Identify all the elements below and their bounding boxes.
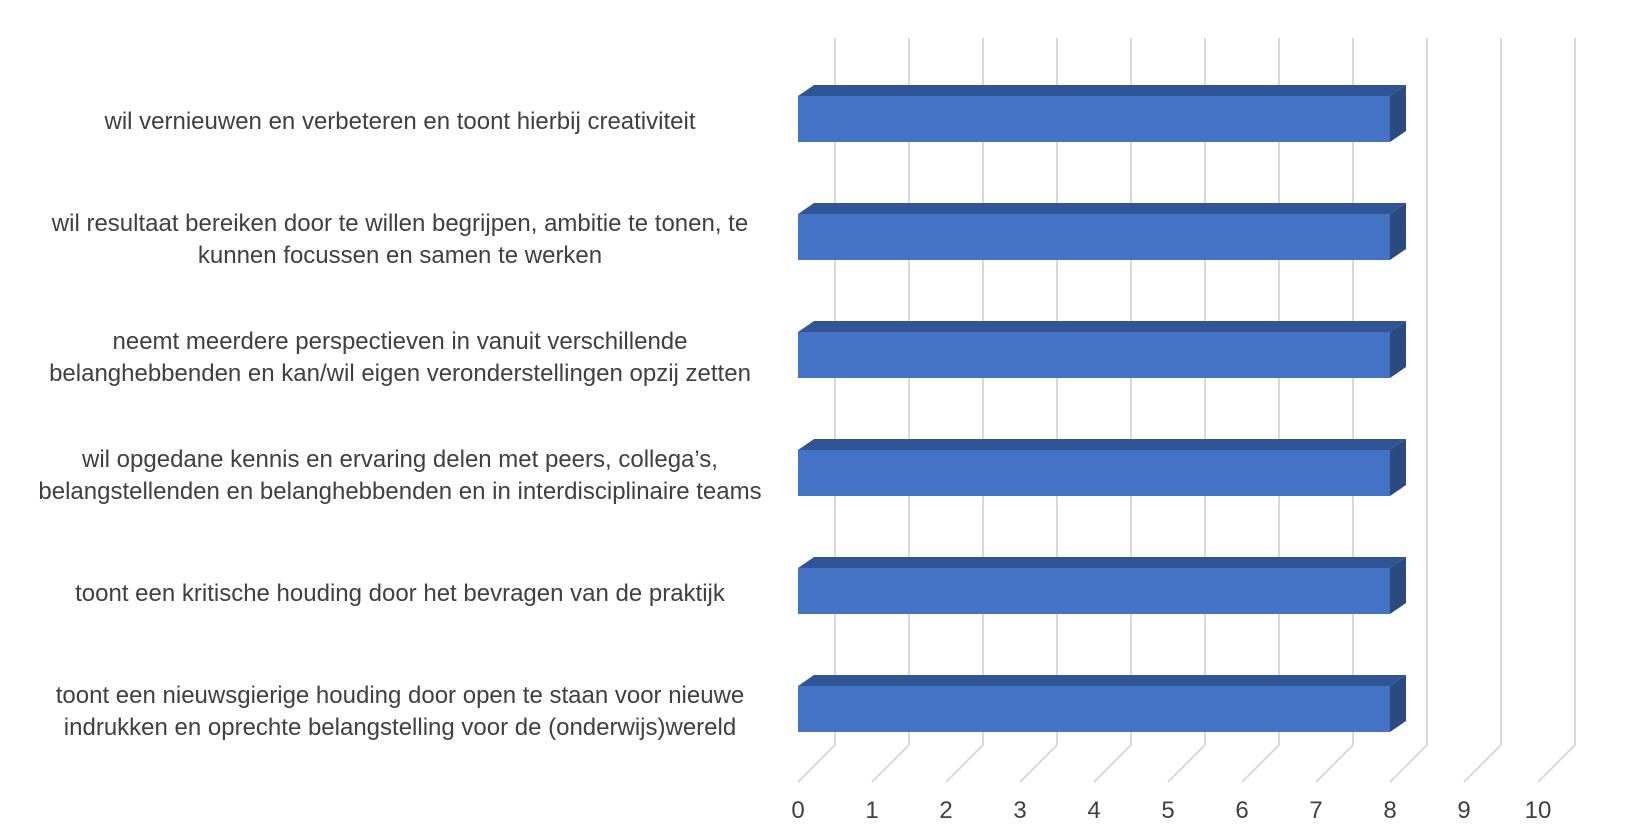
category-label-line: kunnen focussen en samen te werken xyxy=(197,242,603,269)
bar-side-face xyxy=(1390,557,1406,614)
x-tick-label: 4 xyxy=(1087,797,1100,824)
category-label-line: neemt meerdere perspectieven in vanuit v… xyxy=(112,328,688,355)
bar-side-face xyxy=(1390,321,1406,378)
x-tick-label: 9 xyxy=(1457,797,1470,824)
bar xyxy=(798,332,1390,378)
floor-gridline xyxy=(1463,744,1502,783)
floor-gridline xyxy=(1389,744,1428,783)
bar-top-face xyxy=(798,557,1406,568)
floor-gridline xyxy=(1315,744,1354,783)
floor-gridline xyxy=(1019,744,1058,783)
bar-top-face xyxy=(798,675,1406,686)
bar xyxy=(798,450,1390,496)
x-tick-label: 0 xyxy=(791,797,804,824)
floor-gridline xyxy=(945,744,984,783)
x-tick-label: 3 xyxy=(1013,797,1026,824)
category-label: wil resultaat bereiken door te willen be… xyxy=(0,208,800,272)
floor-gridline xyxy=(1537,744,1576,783)
x-tick-label: 10 xyxy=(1525,797,1552,824)
bar-side-face xyxy=(1390,675,1406,732)
category-label: toont een kritische houding door het bev… xyxy=(0,578,800,610)
bar xyxy=(798,96,1390,142)
category-label: toont een nieuwsgierige houding door ope… xyxy=(0,680,800,744)
category-label: wil vernieuwen en verbeteren en toont hi… xyxy=(0,106,800,138)
category-label: neemt meerdere perspectieven in vanuit v… xyxy=(0,326,800,390)
category-label-line: toont een nieuwsgierige houding door ope… xyxy=(55,682,745,709)
bar-top-face xyxy=(798,85,1406,96)
x-tick-label: 7 xyxy=(1309,797,1322,824)
bar-side-face xyxy=(1390,439,1406,496)
category-label: wil opgedane kennis en ervaring delen me… xyxy=(0,444,800,508)
x-tick-label: 8 xyxy=(1383,797,1396,824)
x-tick-label: 2 xyxy=(939,797,952,824)
x-tick-label: 1 xyxy=(865,797,878,824)
floor-gridline xyxy=(871,744,910,783)
bar xyxy=(798,214,1390,260)
category-label-line: belangstellenden en belanghebbenden en i… xyxy=(38,478,762,505)
category-label-line: wil opgedane kennis en ervaring delen me… xyxy=(82,446,718,473)
bar-top-face xyxy=(798,321,1406,332)
category-label-line: belanghebbenden en kan/wil eigen veronde… xyxy=(49,360,751,387)
x-tick-label: 5 xyxy=(1161,797,1174,824)
category-label-line: wil resultaat bereiken door te willen be… xyxy=(51,210,749,237)
floor-gridline xyxy=(797,744,836,783)
category-label-line: indrukken en oprechte belangstelling voo… xyxy=(63,714,737,741)
category-label-line: toont een kritische houding door het bev… xyxy=(75,580,725,607)
bar xyxy=(798,686,1390,732)
floor-gridline xyxy=(1167,744,1206,783)
bar-top-face xyxy=(798,439,1406,450)
bar-top-face xyxy=(798,203,1406,214)
category-label-line: wil vernieuwen en verbeteren en toont hi… xyxy=(104,108,696,135)
bar xyxy=(798,568,1390,614)
floor-gridline xyxy=(1093,744,1132,783)
x-tick-label: 6 xyxy=(1235,797,1248,824)
floor-gridline xyxy=(1241,744,1280,783)
bar-side-face xyxy=(1390,203,1406,260)
bar-side-face xyxy=(1390,85,1406,142)
